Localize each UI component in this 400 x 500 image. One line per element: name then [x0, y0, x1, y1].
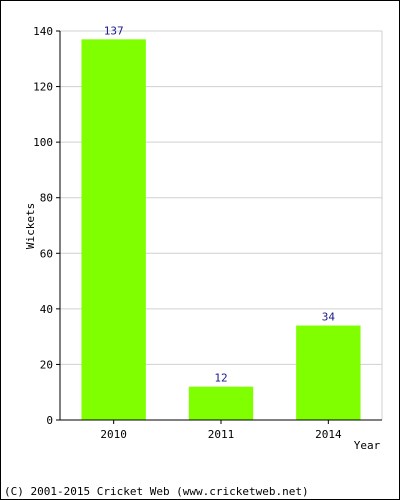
y-tick-label: 0 — [46, 414, 53, 427]
x-tick-label-2010: 2010 — [100, 428, 127, 441]
bar-2010 — [81, 39, 146, 420]
x-tick-label-2011: 2011 — [208, 428, 235, 441]
copyright-footer: (C) 2001-2015 Cricket Web (www.cricketwe… — [4, 485, 309, 498]
data-label-2010: 137 — [104, 24, 124, 37]
y-tick-labels: 0 20 40 60 80 100 120 140 — [33, 25, 53, 427]
axes — [56, 30, 382, 424]
x-axis-label: Year — [354, 439, 381, 452]
bar-2011 — [188, 386, 254, 420]
bars — [81, 39, 361, 420]
bar-2014 — [296, 325, 361, 420]
x-tick-label-2014: 2014 — [315, 428, 342, 441]
y-tick-label: 40 — [40, 303, 53, 316]
x-tick-labels: 2010 2011 2014 — [100, 428, 342, 441]
data-labels: 137 12 34 — [104, 24, 336, 384]
data-label-2014: 34 — [322, 311, 336, 324]
y-tick-label: 60 — [40, 247, 53, 260]
y-axis-label: Wickets — [24, 203, 37, 249]
y-tick-label: 80 — [40, 192, 53, 205]
y-tick-label: 100 — [33, 136, 53, 149]
y-tick-label: 120 — [33, 81, 53, 94]
data-label-2011: 12 — [214, 372, 227, 385]
y-tick-label: 140 — [33, 25, 53, 38]
y-tick-label: 20 — [40, 358, 53, 371]
